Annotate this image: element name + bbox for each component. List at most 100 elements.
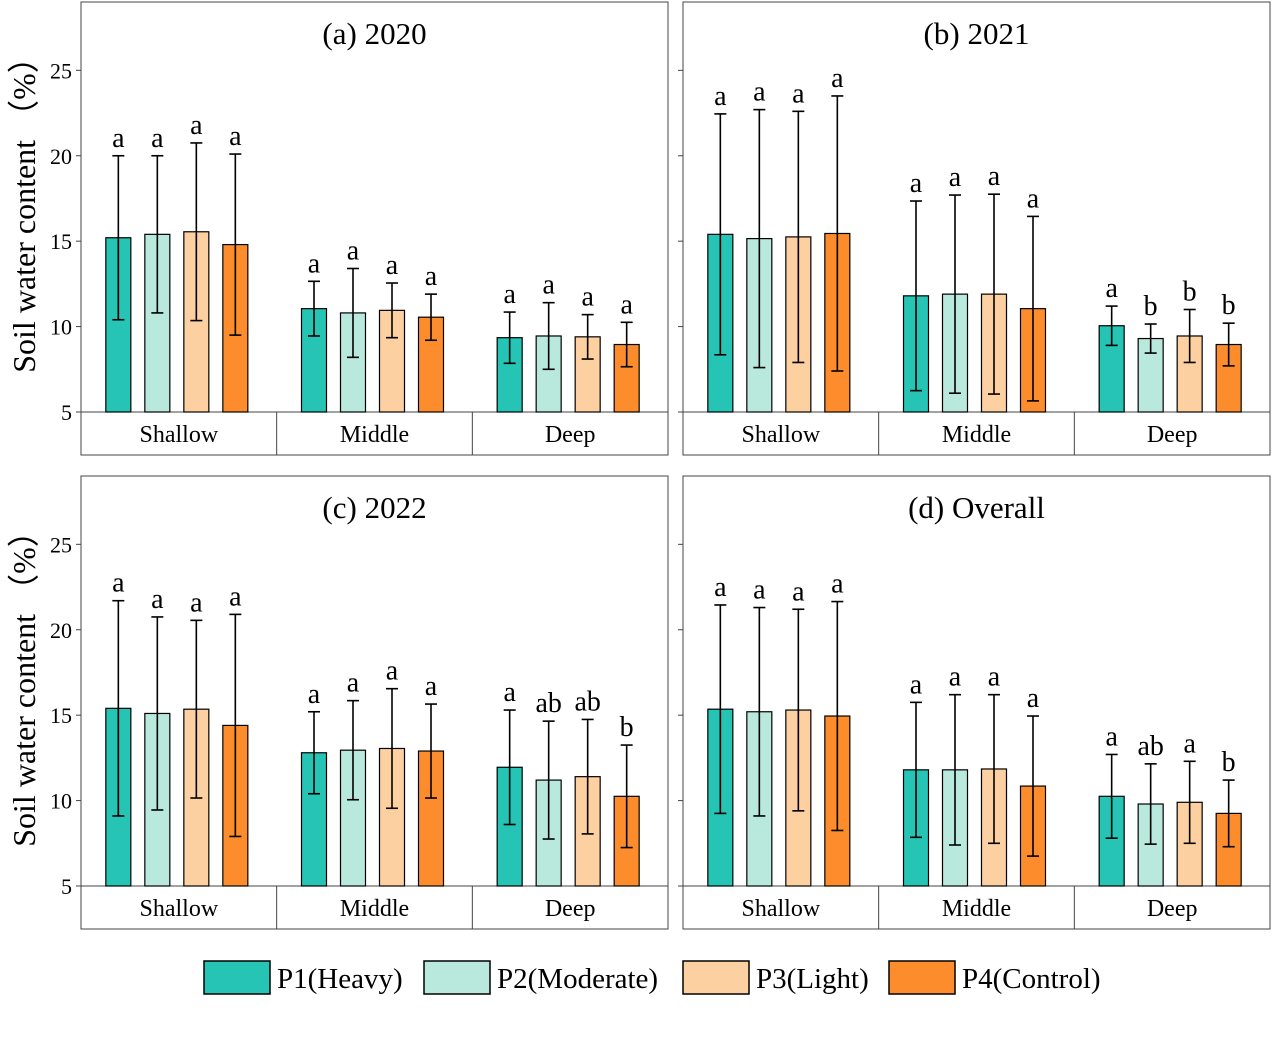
category-label: Shallow: [741, 422, 820, 448]
significance-letter: a: [503, 677, 516, 708]
significance-letter: a: [714, 81, 727, 112]
significance-letter: a: [308, 248, 321, 279]
plot-frame: [682, 475, 1271, 930]
significance-letter: a: [542, 270, 555, 301]
y-tick-label: 15: [50, 703, 72, 728]
significance-letter: ab: [1137, 731, 1163, 762]
significance-letter: a: [949, 162, 962, 193]
bar: [1215, 343, 1242, 413]
significance-letter: a: [229, 581, 242, 612]
significance-letter: a: [1027, 683, 1040, 714]
significance-letter: a: [988, 662, 1001, 693]
legend-swatch: [203, 960, 271, 995]
significance-letter: a: [503, 279, 516, 310]
significance-letter: a: [581, 282, 594, 313]
significance-letter: a: [151, 123, 164, 154]
significance-letter: a: [229, 121, 242, 152]
chart-panels: 5 10 15 20 25 Soil water content （%） (a) 2020 S…: [6, 1, 1271, 930]
significance-letter: a: [190, 110, 203, 141]
significance-letter: a: [190, 587, 203, 618]
significance-letter: a: [714, 572, 727, 603]
legend-label: P3(Light): [756, 963, 869, 995]
significance-letter: a: [1183, 728, 1196, 759]
legend-item-p4: P4(Control): [888, 960, 1101, 995]
category-label: Deep: [545, 422, 596, 448]
legend-swatch: [888, 960, 956, 995]
plot-frame: [682, 1, 1271, 456]
panel-title: (a) 2020: [322, 16, 426, 51]
significance-letter: ab: [535, 688, 561, 719]
significance-letter: b: [1144, 291, 1158, 322]
significance-letter: a: [112, 123, 125, 154]
significance-letter: a: [988, 161, 1001, 192]
category-label: Shallow: [139, 896, 218, 922]
legend: P1(Heavy) P2(Moderate) P3(Light) P4(Control…: [203, 960, 1101, 995]
category-label: Deep: [1147, 422, 1198, 448]
significance-letter: a: [792, 576, 805, 607]
significance-letter: b: [1222, 290, 1236, 321]
plot-frame: [80, 1, 669, 456]
y-tick-label: 25: [50, 58, 72, 83]
significance-letter: b: [620, 712, 634, 743]
legend-swatch: [682, 960, 750, 995]
significance-letter: a: [949, 662, 962, 693]
significance-letter: a: [425, 261, 438, 292]
significance-letter: a: [347, 668, 360, 699]
y-tick-label: 25: [50, 532, 72, 557]
legend-swatch: [423, 960, 491, 995]
bar: [378, 747, 406, 887]
significance-letter: a: [620, 289, 633, 320]
category-label: Middle: [340, 422, 409, 448]
category-label: Deep: [1147, 896, 1198, 922]
category-label: Middle: [942, 422, 1011, 448]
significance-letter: b: [1183, 277, 1197, 308]
legend-item-p1: P1(Heavy): [203, 960, 403, 995]
significance-letter: a: [1027, 183, 1040, 214]
significance-letter: a: [792, 78, 805, 109]
legend-label: P2(Moderate): [497, 963, 658, 995]
panel-title: (c) 2022: [322, 490, 426, 525]
y-tick-label: 20: [50, 618, 72, 643]
category-label: Middle: [340, 896, 409, 922]
panel-2: 5 10 15 20 25 Soil water content （%） (c) 2022 S…: [6, 475, 669, 930]
plot-frame: [80, 475, 669, 930]
y-tick-label: 10: [50, 315, 72, 340]
significance-letter: ab: [574, 686, 600, 717]
y-tick-label: 5: [61, 874, 72, 899]
significance-letter: a: [425, 671, 438, 702]
category-label: Shallow: [139, 422, 218, 448]
legend-label: P4(Control): [962, 963, 1101, 995]
significance-letter: a: [112, 568, 125, 599]
category-label: Deep: [545, 896, 596, 922]
legend-label: P1(Heavy): [277, 963, 403, 995]
category-label: Shallow: [741, 896, 820, 922]
y-tick-label: 10: [50, 789, 72, 814]
significance-letter: a: [753, 575, 766, 606]
significance-letter: a: [347, 236, 360, 267]
bar: [1176, 335, 1203, 413]
panel-0: 5 10 15 20 25 Soil water content （%） (a) 2020 S…: [6, 1, 669, 456]
significance-letter: a: [910, 168, 923, 199]
legend-item-p3: P3(Light): [682, 960, 869, 995]
significance-letter: a: [386, 250, 399, 281]
panel-title: (b) 2021: [924, 16, 1030, 51]
panel-title: (d) Overall: [908, 490, 1045, 525]
significance-letter: b: [1222, 747, 1236, 778]
significance-letter: a: [753, 77, 766, 108]
legend-item-p2: P2(Moderate): [423, 960, 658, 995]
significance-letter: a: [831, 569, 844, 600]
significance-letter: a: [831, 63, 844, 94]
y-tick-label: 15: [50, 229, 72, 254]
y-tick-label: 5: [61, 400, 72, 425]
significance-letter: a: [151, 584, 164, 615]
y-tick-label: 20: [50, 144, 72, 169]
significance-letter: a: [1105, 721, 1118, 752]
y-axis-label: Soil water content （%）: [6, 41, 42, 373]
y-axis-label: Soil water content （%）: [6, 515, 42, 847]
category-label: Middle: [942, 896, 1011, 922]
significance-letter: a: [386, 656, 399, 687]
significance-letter: a: [1105, 273, 1118, 304]
